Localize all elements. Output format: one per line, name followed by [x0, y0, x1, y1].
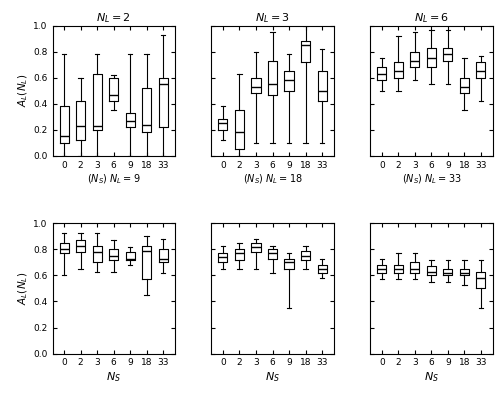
X-axis label: $N_S$: $N_S$: [265, 370, 280, 384]
X-axis label: $(N_S)\ N_L=9$: $(N_S)\ N_L=9$: [87, 172, 141, 186]
Title: $N_L=2$: $N_L=2$: [96, 11, 131, 25]
Y-axis label: $A_L(N_L)$: $A_L(N_L)$: [17, 272, 30, 305]
Title: $N_L=6$: $N_L=6$: [414, 11, 449, 25]
Title: $N_L=3$: $N_L=3$: [255, 11, 290, 25]
X-axis label: $N_S$: $N_S$: [424, 370, 439, 384]
Y-axis label: $A_L(N_L)$: $A_L(N_L)$: [17, 74, 30, 107]
X-axis label: $N_S$: $N_S$: [106, 370, 121, 384]
X-axis label: $(N_S)\ N_L=18$: $(N_S)\ N_L=18$: [242, 172, 302, 186]
X-axis label: $(N_S)\ N_L=33$: $(N_S)\ N_L=33$: [402, 172, 461, 186]
